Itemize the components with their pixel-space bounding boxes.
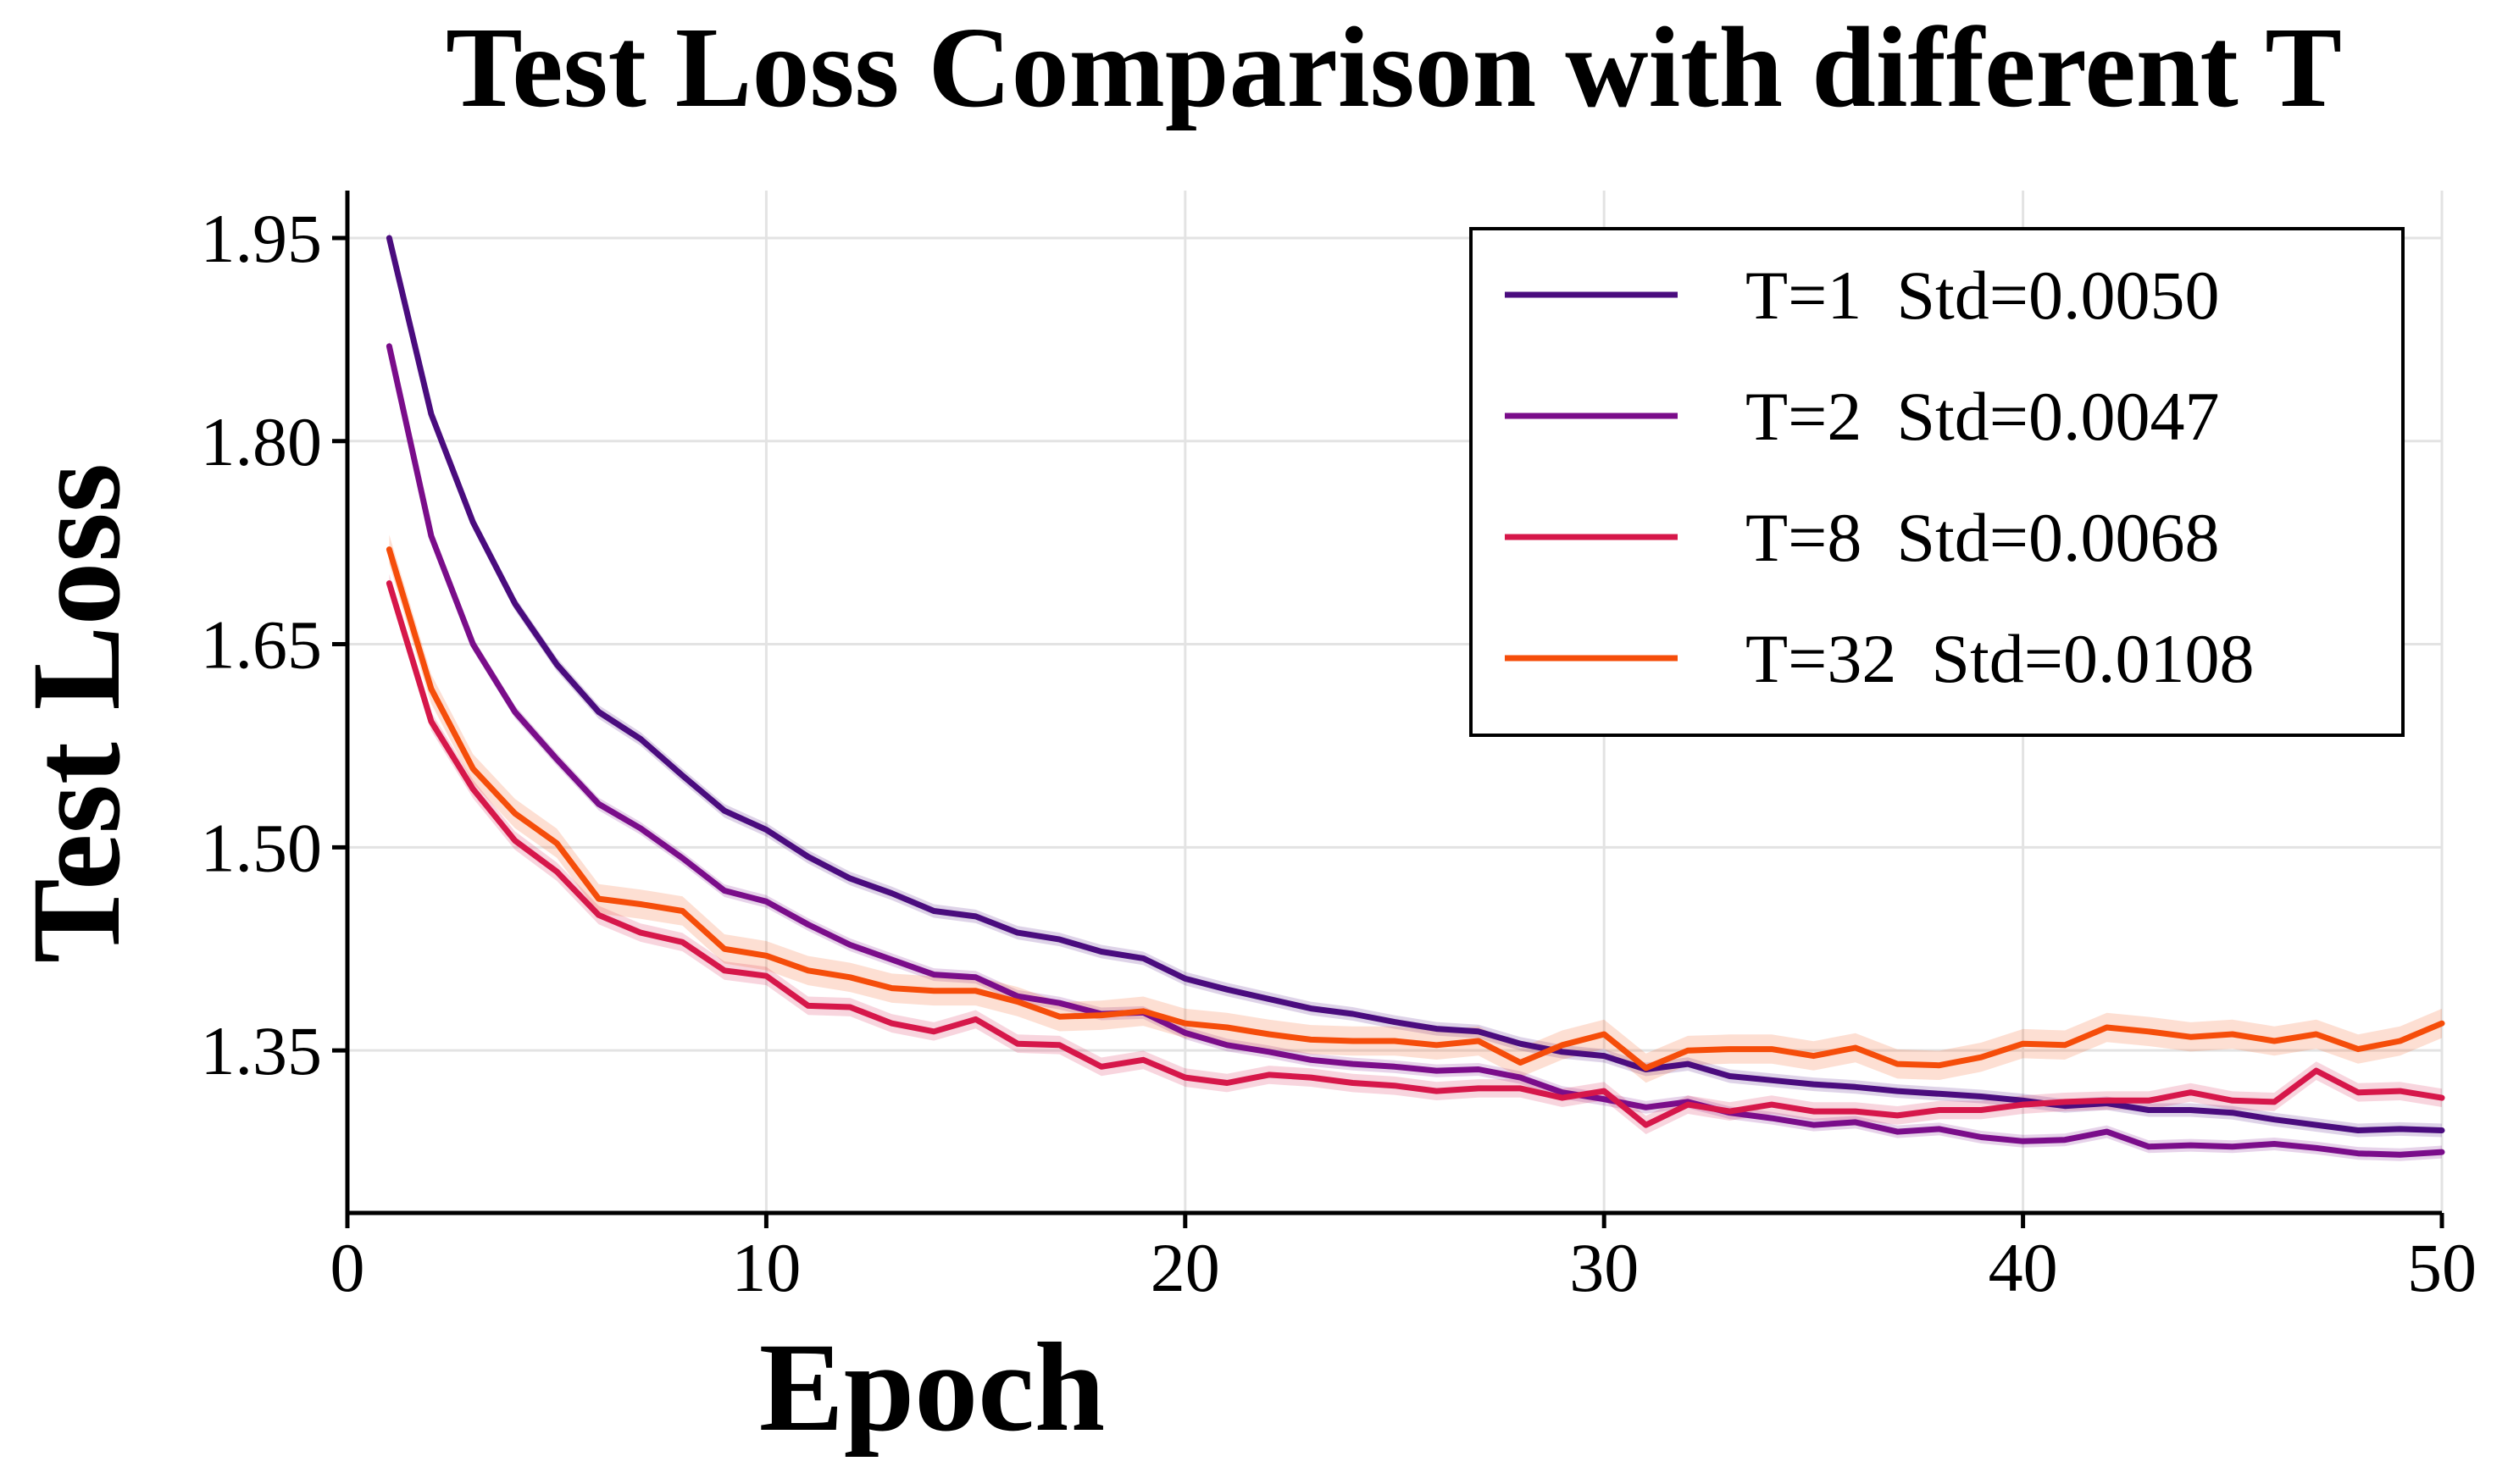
- x-tick-label: 50: [2407, 1229, 2477, 1306]
- y-tick-label: 1.65: [201, 606, 323, 684]
- series-lines: [386, 235, 2445, 1158]
- legend-items: T=1 Std=0.0050 T=2 Std=0.0047 T=8 Std=0.00…: [1505, 257, 2254, 697]
- legend-label: T=2 Std=0.0047: [1745, 378, 2219, 455]
- x-tick-label: 20: [1151, 1229, 1220, 1306]
- confidence-bands: [389, 231, 2443, 1161]
- x-tick-label: 40: [1989, 1229, 2058, 1306]
- y-tick-label: 1.35: [201, 1012, 323, 1089]
- series-line: [386, 546, 2445, 1071]
- y-tick-label: 1.80: [201, 403, 323, 480]
- legend-label: T=32 Std=0.0108: [1745, 620, 2254, 697]
- y-axis-label: Test Loss: [6, 463, 147, 963]
- chart-title: Test Loss Comparison with different T: [446, 4, 2342, 131]
- legend-label: T=8 Std=0.0068: [1745, 499, 2219, 576]
- legend: T=1 Std=0.0050 T=2 Std=0.0047 T=8 Std=0.00…: [1469, 227, 2405, 737]
- legend-box: [1469, 227, 2405, 737]
- axes: [332, 191, 2444, 1228]
- legend-label: T=1 Std=0.0050: [1745, 257, 2219, 334]
- series-line: [386, 343, 2445, 1158]
- series-band: [389, 534, 2443, 1083]
- y-tick-label: 1.95: [201, 200, 323, 277]
- y-tick-label: 1.50: [201, 809, 323, 886]
- x-axis-label: Epoch: [759, 1317, 1105, 1458]
- x-tick-label: 10: [731, 1229, 801, 1306]
- tick-labels: 0 10 20 30 40 50 1.35 1.50 1.65 1.80 1.95: [201, 200, 2477, 1306]
- x-tick-label: 0: [330, 1229, 365, 1306]
- series-line: [386, 580, 2445, 1128]
- x-tick-label: 30: [1569, 1229, 1639, 1306]
